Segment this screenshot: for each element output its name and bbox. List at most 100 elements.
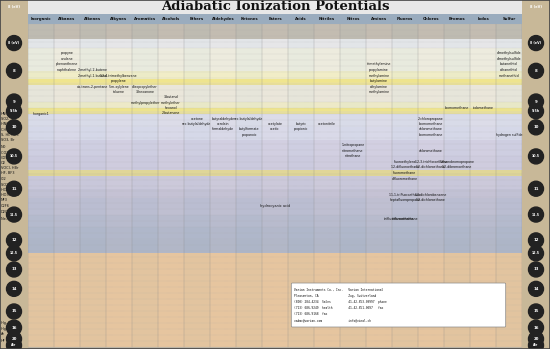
Text: fluoroethylene: fluoroethylene bbox=[394, 160, 416, 164]
Bar bbox=[28, 0, 522, 14]
Text: 12.5: 12.5 bbox=[532, 251, 540, 255]
Text: CH4, PH3: CH4, PH3 bbox=[1, 128, 18, 132]
Circle shape bbox=[7, 149, 21, 164]
Text: trifluoromethane: trifluoromethane bbox=[392, 217, 419, 221]
Text: bromomethane: bromomethane bbox=[445, 106, 469, 110]
Text: Alkynes: Alkynes bbox=[111, 17, 128, 21]
Circle shape bbox=[7, 332, 21, 347]
Bar bbox=[28, 199, 522, 215]
Text: Chloros: Chloros bbox=[423, 17, 439, 21]
Circle shape bbox=[529, 262, 543, 277]
Circle shape bbox=[529, 304, 543, 319]
Bar bbox=[28, 38, 522, 47]
Text: butanethiol: butanethiol bbox=[500, 62, 518, 66]
Circle shape bbox=[7, 207, 21, 222]
Bar bbox=[28, 215, 522, 228]
Text: NO: NO bbox=[1, 146, 7, 149]
Text: chloromethane: chloromethane bbox=[419, 149, 443, 153]
Bar bbox=[314, 24, 340, 347]
Text: propanoic: propanoic bbox=[241, 133, 257, 137]
Circle shape bbox=[7, 246, 21, 261]
Text: O2: O2 bbox=[1, 161, 6, 165]
Text: 3-butanol: 3-butanol bbox=[163, 95, 179, 99]
Text: heptafluoropropane: heptafluoropropane bbox=[389, 198, 421, 202]
Circle shape bbox=[529, 104, 543, 119]
Bar bbox=[522, 0, 550, 349]
Circle shape bbox=[529, 281, 543, 296]
Circle shape bbox=[529, 246, 543, 261]
Circle shape bbox=[7, 120, 21, 135]
Circle shape bbox=[7, 262, 21, 277]
Text: acrolein: acrolein bbox=[217, 122, 229, 126]
Circle shape bbox=[529, 120, 543, 135]
Text: 1,2-dichlorobenzene: 1,2-dichlorobenzene bbox=[415, 193, 447, 196]
Text: propionic: propionic bbox=[294, 127, 308, 131]
Text: (800) 284-4234  Sales          41-42-853-09997  phone: (800) 284-4234 Sales 41-42-853-09997 pho… bbox=[294, 300, 387, 304]
Text: toluene: toluene bbox=[113, 90, 125, 94]
Text: Aromatics: Aromatics bbox=[134, 17, 156, 21]
Text: propylamine: propylamine bbox=[369, 68, 389, 72]
Text: NF3: NF3 bbox=[1, 198, 8, 202]
Text: fluoromethane: fluoromethane bbox=[393, 171, 417, 175]
Bar bbox=[28, 71, 522, 82]
Text: 1,2-dibromoethane: 1,2-dibromoethane bbox=[442, 165, 472, 169]
Text: 13: 13 bbox=[534, 267, 539, 272]
Text: Inorganic1: Inorganic1 bbox=[32, 112, 50, 116]
Text: 12: 12 bbox=[11, 238, 16, 243]
Text: naphthalene: naphthalene bbox=[57, 68, 77, 72]
Text: vadmc@varian.com               info@vinal.ch: vadmc@varian.com info@vinal.ch bbox=[294, 318, 371, 322]
Text: 1,1,1-trifluoroethane: 1,1,1-trifluoroethane bbox=[389, 193, 421, 196]
Text: Bromos: Bromos bbox=[449, 17, 465, 21]
Text: methylamine: methylamine bbox=[368, 90, 389, 94]
Circle shape bbox=[529, 94, 543, 109]
Bar bbox=[132, 24, 158, 347]
Text: Air: Air bbox=[534, 343, 538, 347]
Text: Alcohols: Alcohols bbox=[162, 17, 180, 21]
Text: butyraldehyde: butyraldehyde bbox=[211, 117, 234, 121]
Circle shape bbox=[7, 304, 21, 319]
Text: 2-chloropropane: 2-chloropropane bbox=[418, 117, 444, 121]
Circle shape bbox=[7, 338, 21, 349]
Text: acetylate: acetylate bbox=[267, 122, 283, 126]
Text: Fluoros: Fluoros bbox=[397, 17, 413, 21]
Text: VOCl, HBr: VOCl, HBr bbox=[1, 166, 18, 170]
Text: methylether: methylether bbox=[161, 101, 181, 105]
Bar bbox=[262, 24, 288, 347]
Text: 2-methyl-1-butene: 2-methyl-1-butene bbox=[78, 74, 108, 78]
Bar bbox=[28, 140, 522, 156]
Text: Varian Instruments Co., Inc.   Varian International: Varian Instruments Co., Inc. Varian Inte… bbox=[294, 288, 383, 292]
Text: nitrothane: nitrothane bbox=[345, 154, 361, 158]
Text: methanethiol: methanethiol bbox=[498, 74, 520, 78]
Text: 12: 12 bbox=[534, 238, 539, 243]
Text: Ne, CO: Ne, CO bbox=[1, 217, 13, 221]
Text: Alkanes: Alkanes bbox=[58, 17, 76, 21]
Circle shape bbox=[529, 63, 543, 78]
Text: 9: 9 bbox=[13, 99, 15, 104]
Text: cis-trans-2-pentane: cis-trans-2-pentane bbox=[78, 85, 109, 89]
Text: ethylamine: ethylamine bbox=[370, 85, 388, 89]
Text: sec-butylaldehyde: sec-butylaldehyde bbox=[182, 122, 212, 126]
Text: 8 (eV): 8 (eV) bbox=[530, 5, 542, 9]
Text: acetonitrile: acetonitrile bbox=[318, 122, 336, 126]
Bar bbox=[28, 172, 522, 189]
Text: COS: COS bbox=[1, 156, 8, 160]
Bar bbox=[28, 156, 522, 172]
Text: bromomethane: bromomethane bbox=[419, 122, 443, 126]
Bar bbox=[444, 24, 470, 347]
Text: 16: 16 bbox=[534, 326, 539, 329]
Text: methylamine: methylamine bbox=[368, 74, 389, 78]
Text: Ketones: Ketones bbox=[240, 17, 258, 21]
Bar bbox=[54, 24, 80, 347]
Text: Amines: Amines bbox=[371, 17, 387, 21]
Text: butylamine: butylamine bbox=[370, 79, 388, 83]
Text: trifluoromethane: trifluoromethane bbox=[383, 217, 414, 221]
Text: HNO3: HNO3 bbox=[1, 112, 11, 116]
Text: 9: 9 bbox=[535, 99, 537, 104]
Text: 5,m-xylylene: 5,m-xylylene bbox=[109, 85, 129, 89]
Bar bbox=[80, 24, 106, 347]
Text: 16: 16 bbox=[11, 326, 16, 329]
Text: 8: 8 bbox=[13, 69, 15, 73]
Text: 13: 13 bbox=[11, 267, 16, 272]
Text: 15: 15 bbox=[534, 310, 538, 313]
Text: 2-methyl-2-butene: 2-methyl-2-butene bbox=[78, 68, 108, 72]
